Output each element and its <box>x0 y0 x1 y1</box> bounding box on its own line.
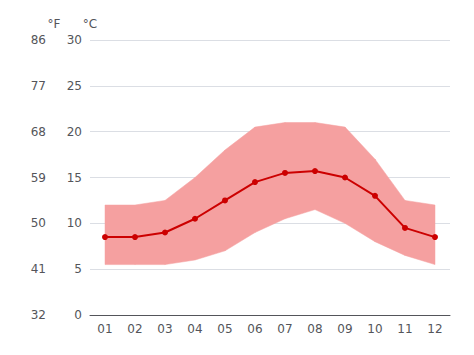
svg-text:01: 01 <box>97 322 112 336</box>
svg-text:30: 30 <box>67 33 82 47</box>
svg-text:03: 03 <box>157 322 172 336</box>
svg-text:°F: °F <box>48 17 61 31</box>
svg-text:11: 11 <box>397 322 412 336</box>
svg-text:08: 08 <box>307 322 322 336</box>
svg-text:86: 86 <box>31 33 46 47</box>
svg-text:07: 07 <box>277 322 292 336</box>
svg-text:20: 20 <box>67 125 82 139</box>
svg-text:15: 15 <box>67 171 82 185</box>
svg-text:68: 68 <box>31 125 46 139</box>
svg-text:05: 05 <box>217 322 232 336</box>
svg-text:50: 50 <box>31 216 46 230</box>
svg-text:12: 12 <box>427 322 442 336</box>
svg-text:06: 06 <box>247 322 262 336</box>
svg-text:25: 25 <box>67 79 82 93</box>
svg-text:10: 10 <box>67 216 82 230</box>
svg-text:5: 5 <box>74 262 82 276</box>
svg-text:59: 59 <box>31 171 46 185</box>
svg-text:41: 41 <box>31 262 46 276</box>
svg-text:02: 02 <box>127 322 142 336</box>
svg-text:32: 32 <box>31 308 46 322</box>
svg-text:0: 0 <box>74 308 82 322</box>
svg-text:04: 04 <box>187 322 202 336</box>
svg-text:77: 77 <box>31 79 46 93</box>
svg-text:09: 09 <box>337 322 352 336</box>
svg-text:°C: °C <box>83 17 97 31</box>
svg-text:10: 10 <box>367 322 382 336</box>
